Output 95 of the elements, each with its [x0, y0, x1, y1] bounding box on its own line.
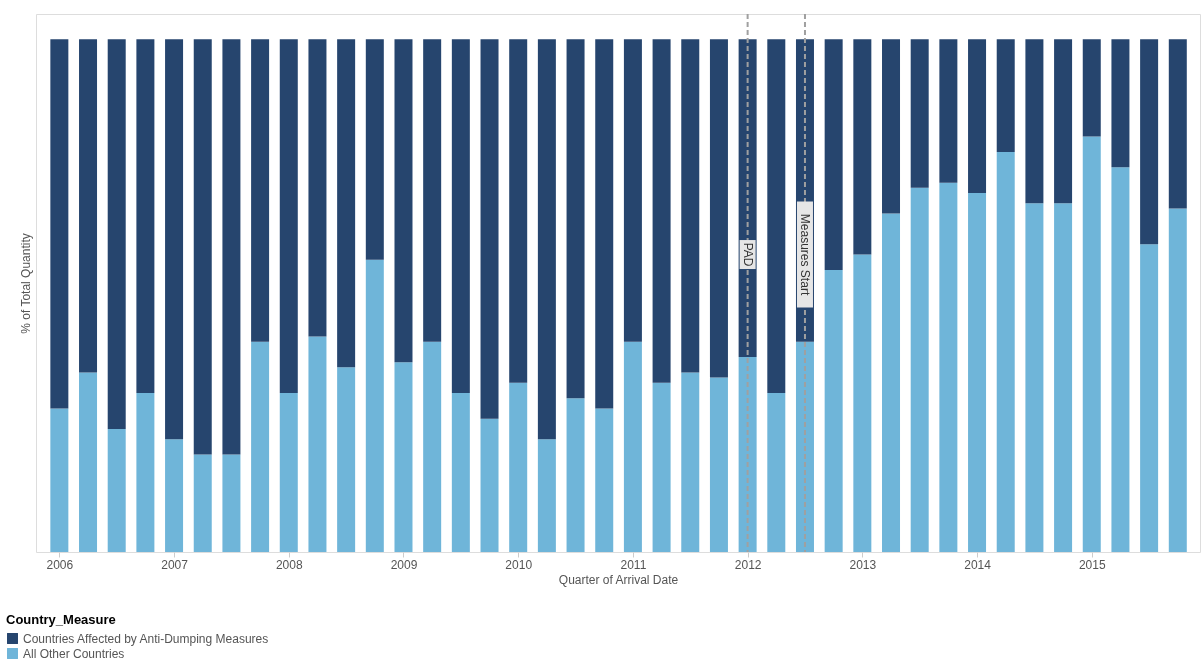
bar	[337, 39, 356, 368]
bar	[165, 39, 184, 440]
bar	[222, 39, 241, 455]
bar	[136, 39, 155, 394]
bar	[1111, 39, 1130, 168]
bar	[595, 39, 614, 409]
bar	[251, 39, 270, 342]
bar	[509, 382, 528, 552]
bar	[193, 39, 212, 455]
bar	[451, 393, 470, 552]
bar	[623, 341, 642, 552]
bar	[824, 269, 843, 552]
bar	[1025, 39, 1044, 204]
bar	[795, 341, 814, 552]
bar	[480, 418, 499, 552]
bar	[853, 254, 872, 552]
x-tick-label: 2007	[161, 557, 189, 572]
bar	[1111, 167, 1130, 552]
bar	[968, 39, 987, 193]
x-tick-label: 2010	[505, 557, 533, 572]
x-tick-label: 2008	[275, 557, 303, 572]
x-tick-label: 2006	[46, 557, 74, 572]
bar	[365, 39, 384, 260]
bar	[251, 341, 270, 552]
bar	[652, 39, 671, 383]
bar	[537, 439, 556, 552]
bar	[537, 39, 556, 440]
bar	[136, 393, 155, 552]
bar	[709, 39, 728, 378]
bar	[681, 372, 700, 552]
bar	[623, 39, 642, 342]
bar	[480, 39, 499, 419]
bar	[939, 39, 958, 183]
bar	[79, 39, 98, 373]
bar	[767, 39, 786, 394]
bar	[50, 408, 69, 552]
bar	[337, 367, 356, 552]
bar	[996, 151, 1015, 552]
legend-label: All Other Countries	[23, 646, 125, 661]
x-tick-label: 2013	[849, 557, 877, 572]
bar	[50, 39, 69, 409]
bar	[1140, 244, 1159, 552]
legend-title: Country_Measure	[6, 612, 116, 627]
bar	[1082, 39, 1101, 137]
bar	[222, 454, 241, 552]
bar	[968, 192, 987, 552]
ref-line-label: Measures Start	[797, 213, 812, 296]
x-axis-title: Quarter of Arrival Date	[558, 572, 679, 587]
bar	[107, 39, 126, 429]
bar	[308, 336, 327, 552]
bar	[939, 182, 958, 552]
bar	[394, 39, 413, 363]
bar	[882, 213, 901, 552]
bar	[165, 439, 184, 552]
bar	[681, 39, 700, 373]
bar	[193, 454, 212, 552]
bar	[996, 39, 1015, 152]
bar	[1168, 208, 1187, 552]
bar	[853, 39, 872, 255]
bar	[910, 39, 929, 188]
bar	[509, 39, 528, 383]
x-tick-label: 2014	[964, 557, 992, 572]
legend-label: Countries Affected by Anti-Dumping Measures	[23, 631, 269, 646]
x-tick-label: 2009	[390, 557, 418, 572]
bar	[767, 393, 786, 552]
x-tick-label: 2012	[734, 557, 762, 572]
bar	[595, 408, 614, 552]
bar	[566, 398, 585, 552]
bar	[1025, 203, 1044, 552]
bar	[1140, 39, 1159, 245]
bar	[308, 39, 327, 337]
ref-line-label: PAD	[740, 242, 755, 267]
bar	[423, 341, 442, 552]
bar	[79, 372, 98, 552]
bar	[1168, 39, 1187, 209]
bar	[1054, 203, 1073, 552]
bar	[738, 357, 757, 552]
y-axis-title: % of Total Quantity	[18, 233, 33, 334]
bar	[652, 382, 671, 552]
bar	[882, 39, 901, 214]
x-tick-label: 2011	[620, 557, 647, 572]
bar	[1082, 136, 1101, 552]
bar	[365, 259, 384, 552]
bar	[423, 39, 442, 342]
bar	[279, 39, 298, 394]
bar	[394, 362, 413, 552]
bar	[279, 393, 298, 552]
bar	[910, 187, 929, 552]
bar	[107, 428, 126, 552]
bar	[451, 39, 470, 394]
bar	[1054, 39, 1073, 204]
bar	[709, 377, 728, 552]
x-tick-label: 2015	[1078, 557, 1106, 572]
bar	[824, 39, 843, 270]
bar	[566, 39, 585, 399]
